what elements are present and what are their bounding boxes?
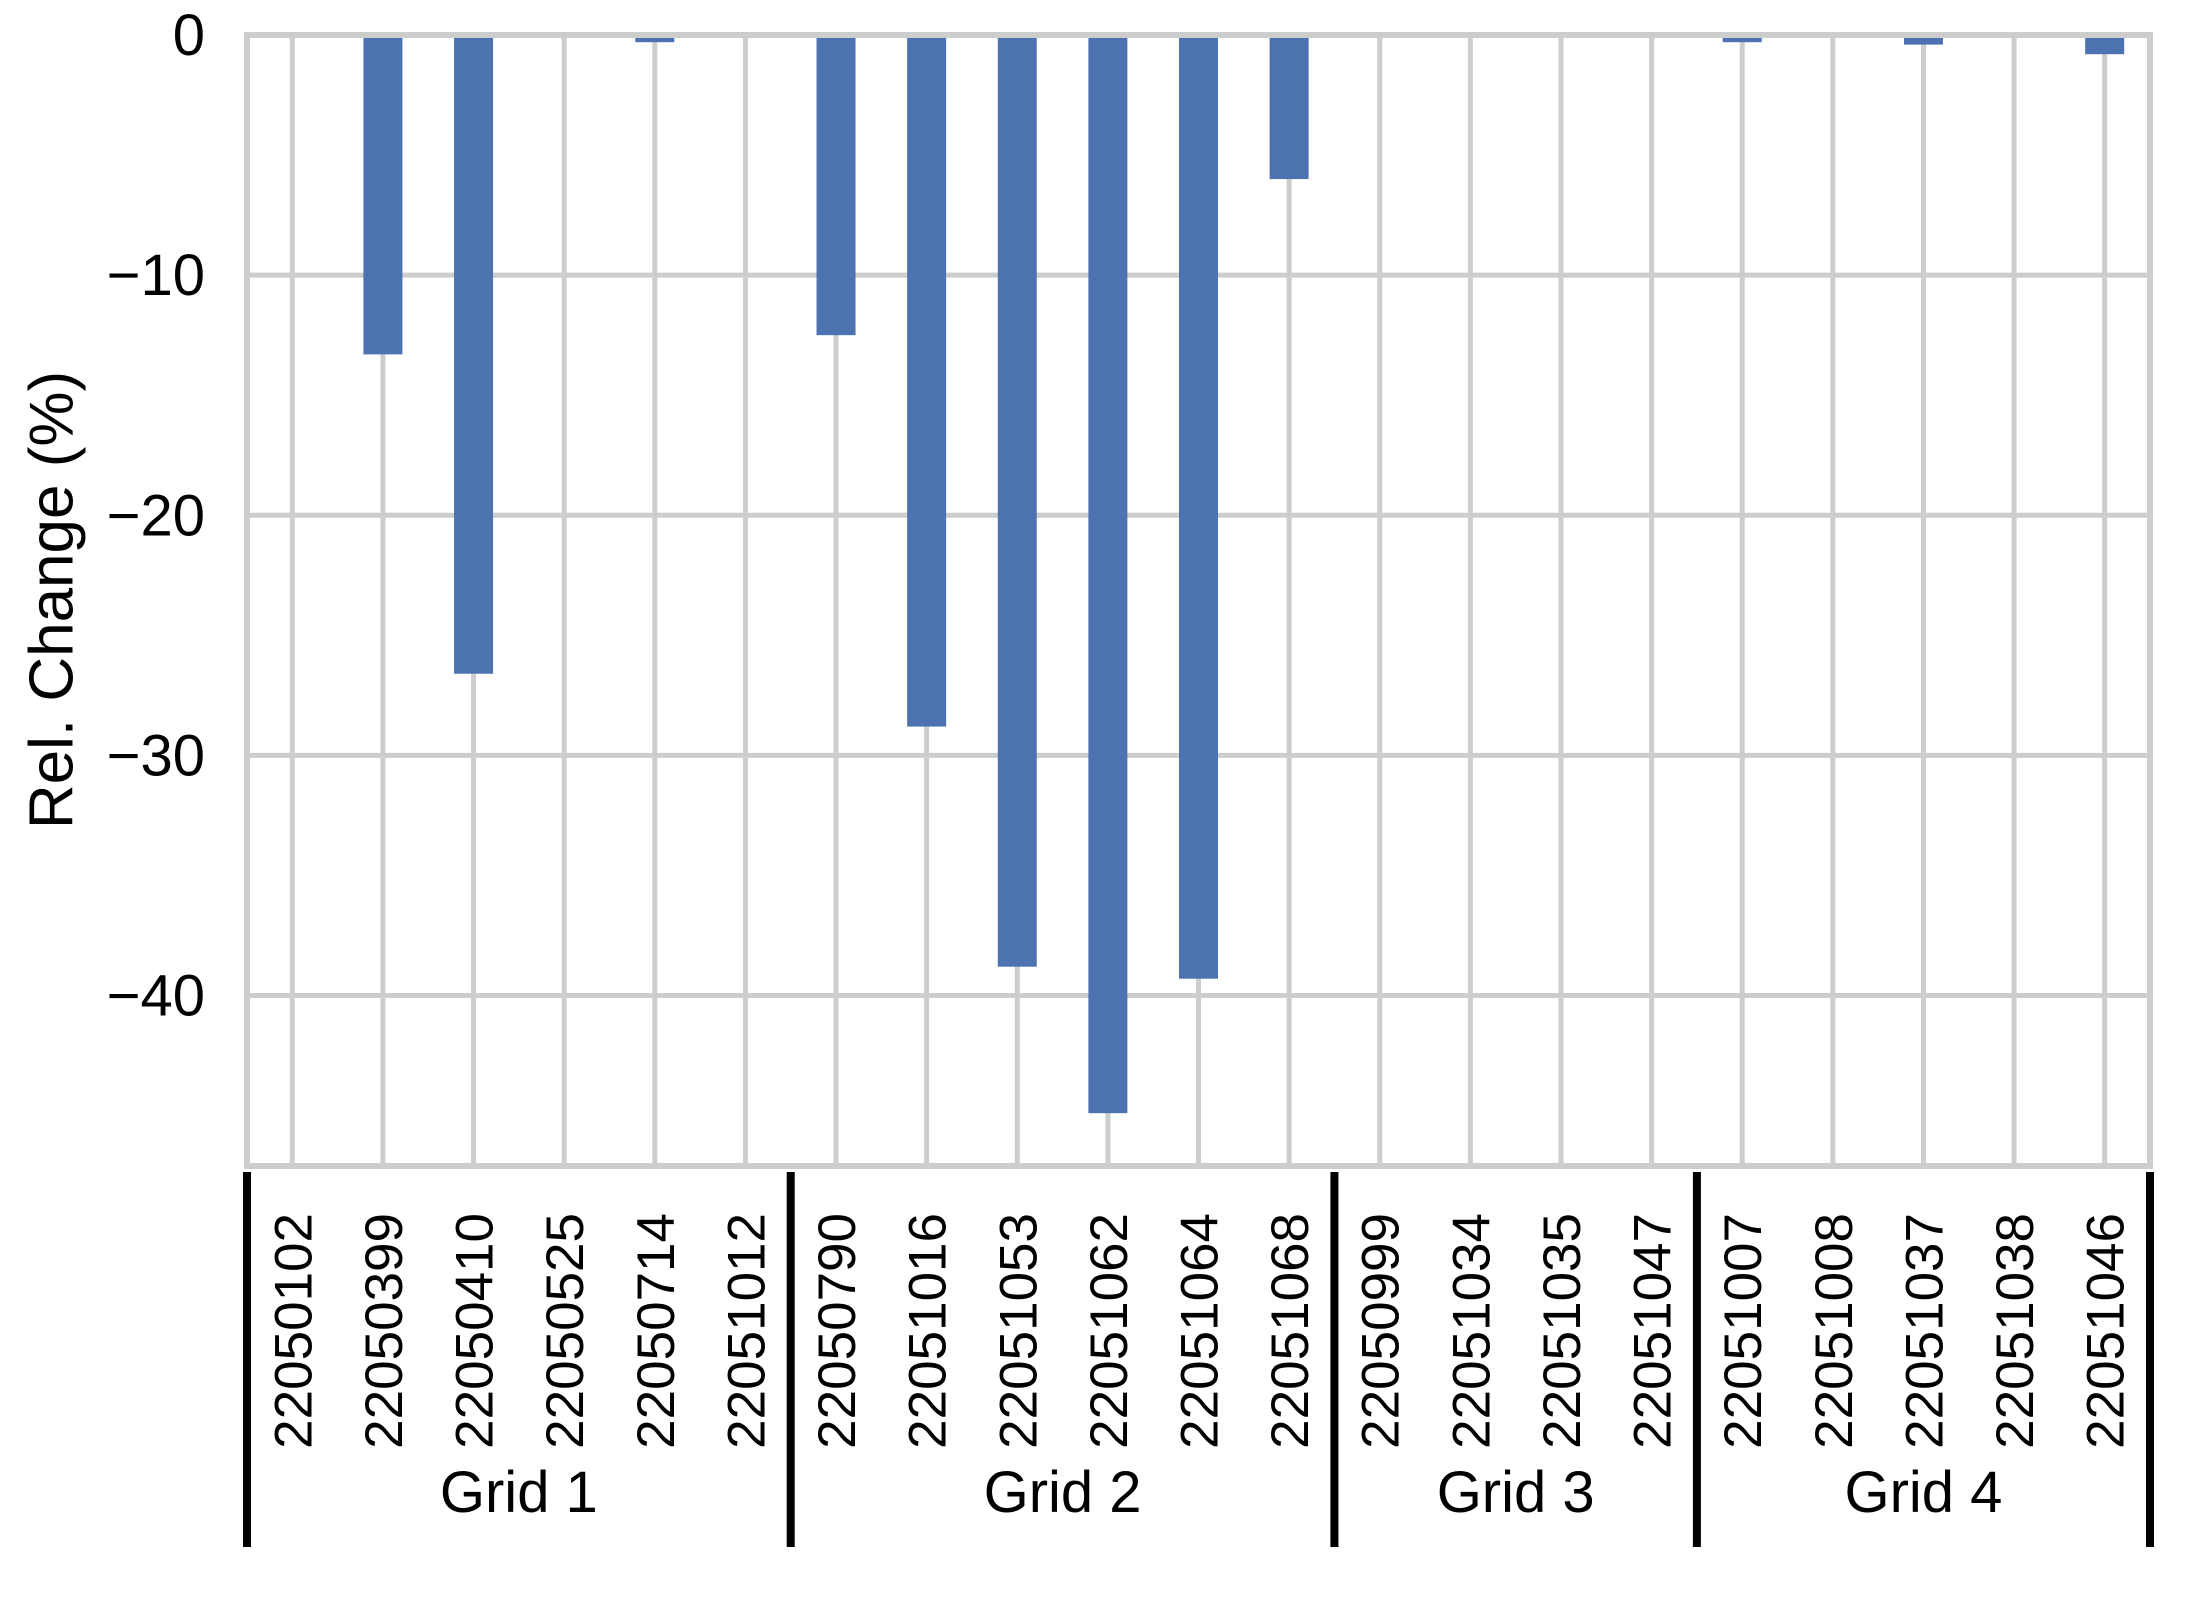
bar [816,35,856,336]
bar [454,35,494,674]
x-tick-label: 22051047 [1624,1213,1683,1449]
x-tick-label: 22050410 [446,1213,505,1449]
x-tick-label: 22051068 [1261,1213,1320,1449]
bar [907,35,947,727]
y-tick-label: 0 [173,3,205,68]
x-tick-label: 22051053 [989,1213,1048,1449]
bar [635,35,675,43]
y-axis-title: Rel. Change (%) [17,370,87,830]
y-tick-label: −30 [107,723,205,788]
plot-frame [244,32,2153,1169]
x-tick-label: 22050714 [627,1213,686,1449]
x-tick-label: 22051008 [1805,1213,1864,1449]
x-tick-label: 22050102 [264,1213,323,1449]
bar [1903,35,1943,45]
x-tick-label: 22051037 [1895,1213,1954,1449]
x-tick-label: 22051034 [1442,1213,1501,1449]
group-label: Grid 2 [984,1460,1142,1525]
group-label: Grid 3 [1437,1460,1595,1525]
x-tick-label: 22050525 [536,1213,595,1449]
y-tick-label: −20 [107,483,205,548]
bar [2085,35,2125,55]
bar [997,35,1037,967]
bar [1088,35,1128,1114]
x-tick-label: 22050399 [355,1213,414,1449]
bar [1722,35,1762,43]
bar [363,35,403,355]
x-tick-label: 22051035 [1533,1213,1592,1449]
x-tick-label: 22051012 [717,1213,776,1449]
bar [1179,35,1218,979]
group-label: Grid 4 [1844,1460,2002,1525]
x-tick-label: 22051062 [1080,1213,1139,1449]
x-tick-label: 22051064 [1171,1213,1230,1449]
x-tick-label: 22050790 [808,1213,867,1449]
x-tick-label: 22051007 [1714,1213,1773,1449]
y-tick-label: −40 [107,964,205,1029]
x-tick-label: 22050999 [1352,1213,1411,1449]
x-tick-label: 22051038 [1986,1213,2045,1449]
x-tick-label: 22051046 [2077,1213,2136,1449]
bar [1269,35,1309,180]
group-label: Grid 1 [440,1460,598,1525]
y-tick-label: −10 [107,243,205,308]
x-tick-label: 22051016 [899,1213,958,1449]
